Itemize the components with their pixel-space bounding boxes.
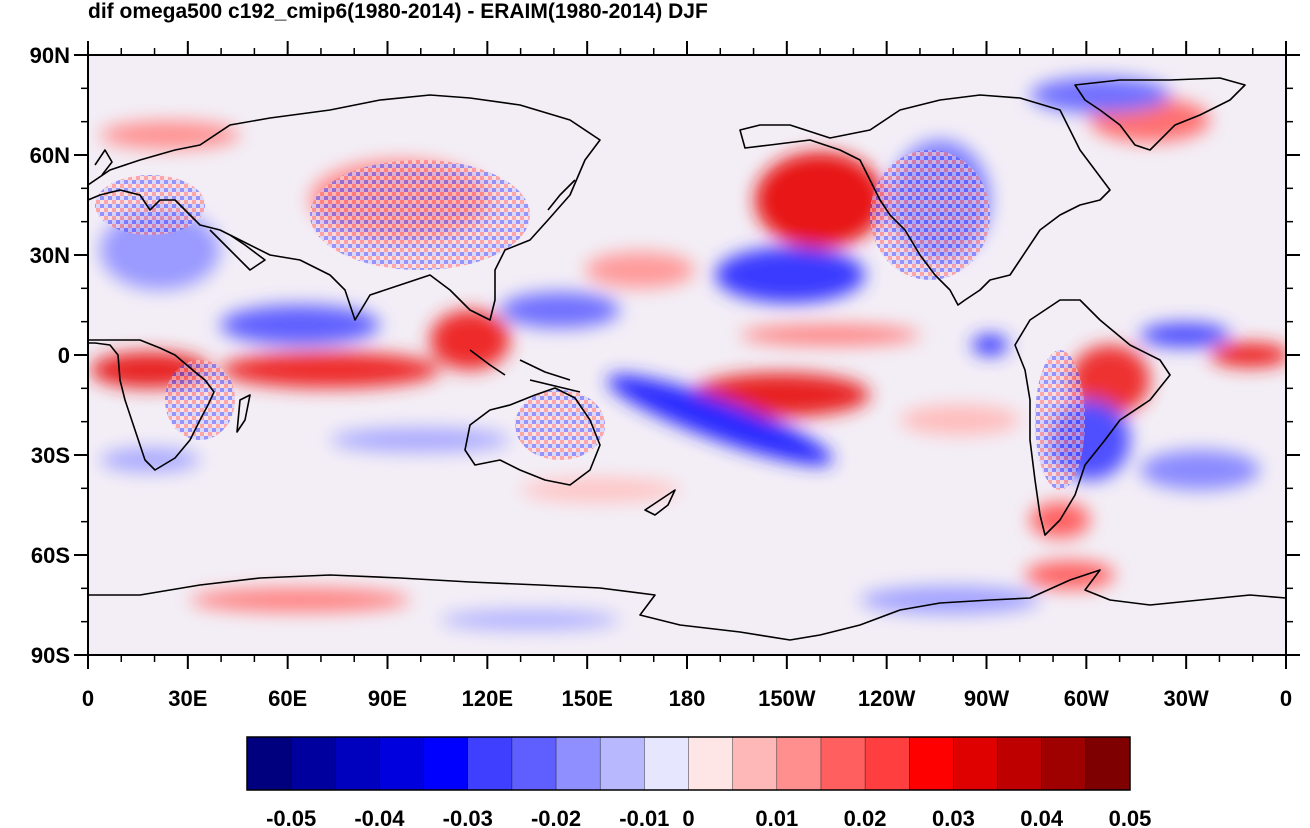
colorbar-box xyxy=(865,737,910,790)
y-tick-label: 90S xyxy=(31,643,70,668)
x-tick-label: 150W xyxy=(758,686,816,711)
x-tick-label: 120W xyxy=(858,686,916,711)
coast-uk xyxy=(94,149,113,176)
x-tick-label: 120E xyxy=(462,686,513,711)
x-tick-label: 0 xyxy=(82,686,94,711)
colorbar-box xyxy=(644,737,689,790)
coast-australia xyxy=(464,387,601,486)
x-tick-label: 30W xyxy=(1164,686,1209,711)
colorbar-box xyxy=(997,737,1043,790)
colorbar-label: -0.01 xyxy=(619,806,669,828)
colorbar-box xyxy=(556,737,601,790)
colorbar-label: 0.01 xyxy=(755,806,798,828)
coast-north-america xyxy=(739,94,1111,306)
y-tick-label: 60N xyxy=(30,143,70,168)
colorbar-label: -0.03 xyxy=(443,806,493,828)
field-noise-texture xyxy=(95,150,1085,490)
coast-greenland xyxy=(1074,77,1246,151)
x-tick-label: 0 xyxy=(1280,686,1292,711)
coastlines xyxy=(88,77,1286,641)
x-tick-label: 180 xyxy=(669,686,706,711)
colorbar-box xyxy=(1041,737,1087,790)
colorbar-box xyxy=(335,737,380,790)
colorbar-label: -0.02 xyxy=(531,806,581,828)
colorbar-box xyxy=(600,737,645,790)
x-tick-label: 30E xyxy=(168,686,207,711)
y-tick-label: 30S xyxy=(31,443,70,468)
colorbar-box xyxy=(1085,737,1131,790)
omega-field xyxy=(88,55,1286,655)
axis-ticks xyxy=(74,41,1300,669)
colorbar-box xyxy=(247,737,292,790)
coast-africa xyxy=(88,339,215,471)
colorbar-box xyxy=(423,737,469,790)
colorbar-box xyxy=(776,737,822,790)
coast-indonesia xyxy=(469,349,581,393)
y-tick-label: 60S xyxy=(31,543,70,568)
y-tick-label: 0 xyxy=(58,343,70,368)
colorbar-box xyxy=(379,737,425,790)
coast-japan xyxy=(547,179,576,211)
colorbar-labels: -0.05 -0.04 -0.03 -0.02 -0.01 0 0.01 0.02 0.03 0.… xyxy=(266,806,1151,828)
coast-nz xyxy=(644,489,676,516)
colorbar-label: 0.03 xyxy=(932,806,975,828)
y-tick-label: 30N xyxy=(30,243,70,268)
colorbar-label: 0.04 xyxy=(1020,806,1064,828)
x-axis-labels: 0 30E 60E 90E 120E 150E 180 150W 120W 90W 60W 30W 0 xyxy=(82,686,1292,711)
y-tick-label: 90N xyxy=(30,43,70,68)
colorbar-box xyxy=(467,737,513,790)
colorbar-box xyxy=(820,737,866,790)
x-tick-label: 150E xyxy=(561,686,612,711)
coast-eurasia xyxy=(88,94,601,321)
colorbar-box xyxy=(688,737,734,790)
colorbar-box xyxy=(909,737,954,790)
colorbar xyxy=(246,736,1131,791)
colorbar-label: -0.04 xyxy=(354,806,405,828)
colorbar-box xyxy=(953,737,999,790)
coast-madagascar xyxy=(236,394,251,433)
colorbar-box xyxy=(511,737,557,790)
coast-south-america xyxy=(1014,299,1171,536)
colorbar-box xyxy=(291,737,336,790)
plot-title: dif omega500 c192_cmip6(1980-2014) - ERA… xyxy=(88,0,708,23)
x-tick-label: 60E xyxy=(268,686,307,711)
x-tick-label: 90W xyxy=(964,686,1009,711)
colorbar-label: 0 xyxy=(682,806,694,828)
x-tick-label: 90E xyxy=(368,686,407,711)
colorbar-label: 0.02 xyxy=(844,806,887,828)
coast-arabia xyxy=(209,229,266,271)
x-tick-label: 60W xyxy=(1064,686,1109,711)
coast-antarctica xyxy=(88,569,1286,641)
y-axis-labels: 90N 60N 30N 0 30S 60S 90S xyxy=(30,43,70,668)
colorbar-label: 0.05 xyxy=(1109,806,1152,828)
colorbar-box xyxy=(732,737,778,790)
colorbar-label: -0.05 xyxy=(266,806,316,828)
